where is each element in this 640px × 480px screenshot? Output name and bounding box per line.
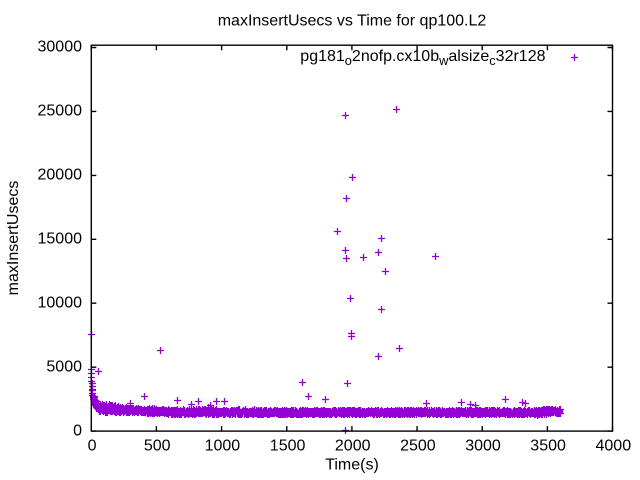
svg-text:2000: 2000 [335, 438, 371, 455]
svg-text:10000: 10000 [38, 294, 83, 311]
svg-text:500: 500 [144, 438, 171, 455]
svg-text:Time(s): Time(s) [325, 457, 379, 474]
svg-text:4000: 4000 [596, 438, 632, 455]
svg-text:2500: 2500 [400, 438, 436, 455]
svg-text:maxInsertUsecs: maxInsertUsecs [5, 181, 22, 296]
svg-text:0: 0 [88, 438, 97, 455]
svg-text:5000: 5000 [46, 358, 82, 375]
svg-text:30000: 30000 [38, 39, 83, 56]
svg-text:20000: 20000 [38, 167, 83, 184]
svg-text:1000: 1000 [205, 438, 241, 455]
svg-text:0: 0 [73, 422, 82, 439]
svg-text:3000: 3000 [465, 438, 501, 455]
svg-text:pg181o2nofp.cx10bwalsizec32r12: pg181o2nofp.cx10bwalsizec32r128 [300, 48, 545, 68]
svg-text:maxInsertUsecs vs Time for qp1: maxInsertUsecs vs Time for qp100.L2 [218, 13, 487, 30]
svg-text:3500: 3500 [530, 438, 566, 455]
svg-text:15000: 15000 [38, 231, 83, 248]
svg-text:25000: 25000 [38, 103, 83, 120]
svg-text:1500: 1500 [270, 438, 306, 455]
